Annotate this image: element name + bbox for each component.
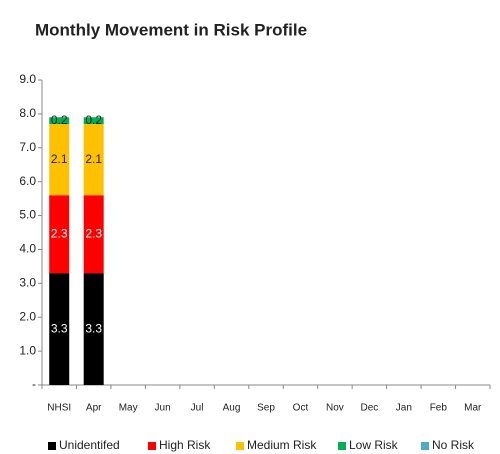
- bar-segment: [83, 195, 104, 274]
- data-label: 2.1: [51, 152, 68, 166]
- x-tick-label: Dec: [360, 403, 378, 414]
- bar-segment: [83, 124, 104, 196]
- y-tick-label: 3.0: [19, 276, 36, 290]
- x-tick-label: Sep: [257, 403, 275, 414]
- legend-swatch: [48, 442, 56, 450]
- chart-title: Monthly Movement in Risk Profile: [35, 20, 307, 39]
- bar-segment: [49, 124, 70, 196]
- x-tick-label: NHSI: [47, 403, 71, 414]
- bar-segment: [83, 273, 104, 385]
- y-tick-label: 5.0: [19, 208, 36, 222]
- legend-label: Unidentifed: [59, 438, 120, 452]
- y-tick-label: 7.0: [19, 140, 36, 154]
- bar-segment: [49, 195, 70, 274]
- legend-swatch: [148, 442, 156, 450]
- x-tick-label: Jul: [191, 403, 204, 414]
- x-tick-label: Apr: [86, 403, 102, 414]
- y-tick-label: 2.0: [19, 309, 36, 323]
- x-tick-label: Mar: [464, 403, 482, 414]
- x-tick-label: Oct: [293, 403, 309, 414]
- x-tick-label: Feb: [430, 403, 448, 414]
- legend-label: Medium Risk: [247, 438, 317, 452]
- data-label: 3.3: [51, 321, 68, 335]
- y-tick-label: 6.0: [19, 174, 36, 188]
- data-label: 2.3: [85, 226, 102, 240]
- bar-segment: [83, 117, 104, 125]
- data-label: 3.3: [85, 321, 102, 335]
- y-tick-label: 4.0: [19, 242, 36, 256]
- legend-label: Low Risk: [349, 438, 399, 452]
- legend-swatch: [338, 442, 346, 450]
- bar-segment: [49, 273, 70, 385]
- data-label: 2.3: [51, 226, 68, 240]
- bar-segment: [49, 117, 70, 125]
- legend-swatch: [421, 442, 429, 450]
- x-tick-label: Aug: [223, 403, 241, 414]
- legend-label: No Risk: [432, 438, 475, 452]
- data-label: 0.2: [51, 113, 68, 127]
- y-tick-label: 9.0: [19, 72, 36, 86]
- y-tick-label: 8.0: [19, 106, 36, 120]
- y-tick-label: -: [32, 377, 36, 391]
- x-tick-label: Jan: [396, 403, 412, 414]
- x-tick-label: May: [119, 403, 138, 414]
- x-tick-label: Jun: [155, 403, 171, 414]
- legend-label: High Risk: [159, 438, 211, 452]
- x-tick-label: Nov: [326, 403, 344, 414]
- legend-swatch: [236, 442, 244, 450]
- y-tick-label: 1.0: [19, 343, 36, 357]
- data-label: 0.2: [85, 113, 102, 127]
- data-label: 2.1: [85, 152, 102, 166]
